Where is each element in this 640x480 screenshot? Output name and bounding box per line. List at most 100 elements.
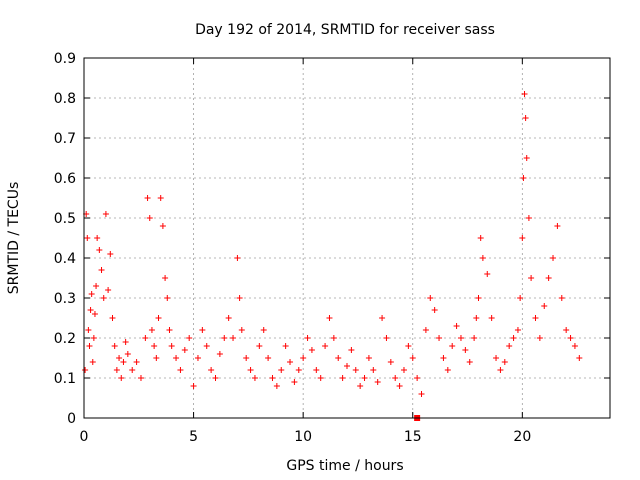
data-point: [120, 359, 127, 365]
data-point: [203, 343, 210, 349]
x-tick-label: 10: [294, 429, 312, 445]
data-point: [462, 347, 469, 353]
data-point: [300, 355, 307, 361]
data-point: [387, 359, 394, 365]
data-point: [440, 355, 447, 361]
data-point: [501, 359, 508, 365]
data-point: [142, 335, 149, 341]
data-point: [541, 303, 548, 309]
data-point: [186, 335, 193, 341]
data-point: [317, 375, 324, 381]
data-point: [466, 359, 473, 365]
x-axis-label: GPS time / hours: [286, 458, 403, 474]
data-point: [260, 327, 267, 333]
data-point: [427, 295, 434, 301]
data-point: [199, 327, 206, 333]
data-point: [153, 355, 160, 361]
data-point: [571, 343, 578, 349]
data-point: [194, 355, 201, 361]
data-point: [414, 375, 421, 381]
data-point: [89, 359, 96, 365]
data-point: [273, 383, 280, 389]
y-tick-label: 0.8: [54, 91, 76, 107]
data-point: [148, 327, 155, 333]
data-point: [405, 343, 412, 349]
data-point: [418, 391, 425, 397]
data-point: [521, 91, 528, 97]
data-point: [105, 287, 112, 293]
data-point: [146, 215, 153, 221]
data-point: [514, 327, 521, 333]
data-point: [330, 335, 337, 341]
data-point: [484, 271, 491, 277]
data-point: [525, 215, 532, 221]
data-point: [370, 367, 377, 373]
data-point: [357, 383, 364, 389]
data-point: [155, 315, 162, 321]
data-point: [157, 195, 164, 201]
data-point: [87, 307, 94, 313]
data-point: [567, 335, 574, 341]
data-point: [282, 343, 289, 349]
data-point: [392, 375, 399, 381]
data-point: [545, 275, 552, 281]
data-point: [88, 291, 95, 297]
data-point: [173, 355, 180, 361]
data-point: [506, 343, 513, 349]
data-point: [144, 195, 151, 201]
data-point: [177, 367, 184, 373]
x-tick-label: 0: [80, 429, 89, 445]
data-point: [93, 283, 100, 289]
data-point: [109, 315, 116, 321]
data-point: [278, 367, 285, 373]
data-point: [133, 359, 140, 365]
data-point: [162, 275, 169, 281]
x-tick-label: 15: [404, 429, 422, 445]
data-point: [113, 367, 120, 373]
data-point: [100, 295, 107, 301]
data-point: [449, 343, 456, 349]
data-point: [164, 295, 171, 301]
data-point: [475, 295, 482, 301]
data-point: [497, 367, 504, 373]
data-point: [510, 335, 517, 341]
data-point: [493, 355, 500, 361]
data-point: [221, 335, 228, 341]
data-point: [457, 335, 464, 341]
data-point: [234, 255, 241, 261]
data-point: [94, 235, 101, 241]
data-point: [287, 359, 294, 365]
data-point: [151, 343, 158, 349]
data-point: [477, 235, 484, 241]
data-point: [247, 367, 254, 373]
data-point: [137, 375, 144, 381]
data-point: [181, 347, 188, 353]
y-axis-label: SRMTID / TECUs: [6, 182, 22, 295]
data-point: [102, 211, 109, 217]
data-point: [519, 235, 526, 241]
data-point: [365, 355, 372, 361]
data-point: [409, 355, 416, 361]
data-point: [129, 367, 136, 373]
data-point: [517, 295, 524, 301]
data-point: [374, 379, 381, 385]
data-point: [212, 375, 219, 381]
data-point: [554, 223, 561, 229]
data-point: [436, 335, 443, 341]
data-point: [383, 335, 390, 341]
data-point: [96, 247, 103, 253]
data-point: [124, 351, 131, 357]
y-tick-label: 0.2: [54, 331, 76, 347]
y-tick-label: 0: [67, 411, 76, 427]
data-point: [532, 315, 539, 321]
y-tick-label: 0.3: [54, 291, 76, 307]
data-point: [396, 383, 403, 389]
data-point: [453, 323, 460, 329]
data-point: [85, 327, 92, 333]
data-point: [225, 315, 232, 321]
data-point: [536, 335, 543, 341]
data-points: [82, 91, 583, 421]
data-point: [256, 343, 263, 349]
data-point: [352, 367, 359, 373]
